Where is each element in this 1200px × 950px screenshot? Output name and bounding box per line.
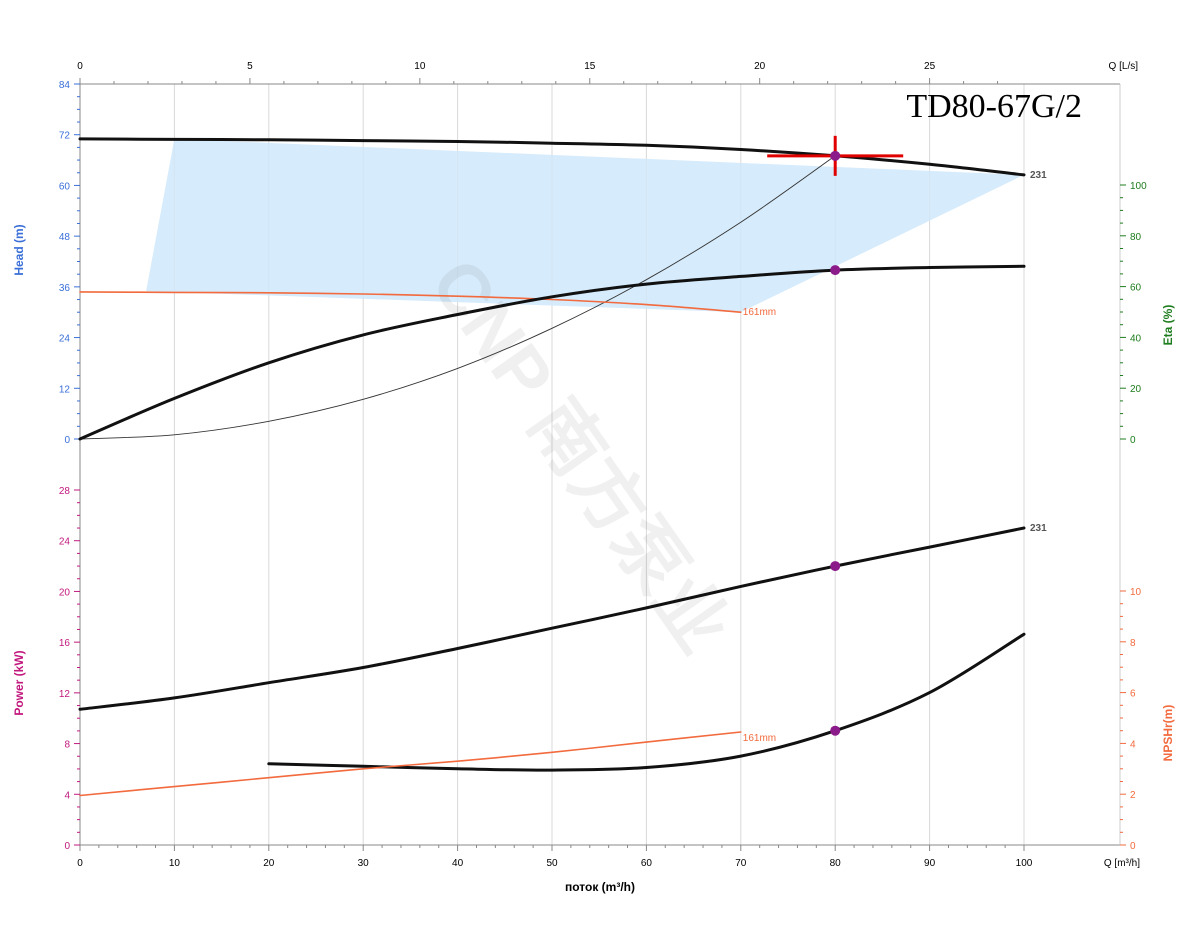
x-tick-label: 60 — [641, 858, 653, 869]
power-series-label: 231 — [1030, 523, 1047, 534]
x-tick-label: 100 — [1016, 858, 1033, 869]
power-tick-label: 0 — [64, 841, 70, 852]
duty-point-markers — [767, 135, 904, 736]
x-axis-title: поток (m³/h) — [565, 880, 635, 894]
top-tick-label: 20 — [754, 61, 766, 72]
eta-tick-label: 80 — [1130, 232, 1142, 243]
head-tick-label: 0 — [64, 435, 70, 446]
efficiency-curve — [78, 264, 1026, 441]
head-tick-label: 12 — [59, 384, 71, 395]
eta-tick-label: 0 — [1130, 435, 1136, 446]
npsh-series-label: 161mm — [743, 733, 776, 744]
operating-area — [146, 138, 1025, 313]
duty-point-head-marker — [830, 150, 841, 161]
eta-tick-label: 40 — [1130, 333, 1142, 344]
head-tick-label: 72 — [59, 131, 71, 142]
eta-tick-label: 100 — [1130, 181, 1147, 192]
top-unit-label: Q [L/s] — [1109, 61, 1139, 72]
x-unit-label: Q [m³/h] — [1104, 858, 1140, 869]
operating-area-polygon — [146, 138, 1025, 313]
npsh-tick-label: 0 — [1130, 841, 1136, 852]
labels: 0 10 20 30 40 50 60 70 80 90 100 Q [m³/h]поток (m³/… — [12, 61, 1175, 894]
npsh-tick-label: 6 — [1130, 689, 1136, 700]
eta-tick-label: 60 — [1130, 283, 1142, 294]
x-tick-label: 90 — [924, 858, 936, 869]
power-axis-title: Power (kW) — [12, 650, 26, 715]
power-tick-label: 4 — [64, 790, 70, 801]
system-curve-line — [79, 155, 836, 440]
series — [78, 137, 1026, 797]
x-tick-label: 0 — [77, 858, 83, 869]
npsh-tick-label: 4 — [1130, 739, 1136, 750]
head-tick-label: 36 — [59, 283, 71, 294]
power-tick-label: 24 — [59, 537, 71, 548]
top-tick-label: 5 — [247, 61, 253, 72]
eta-tick-label: 20 — [1130, 384, 1142, 395]
x-tick-label: 20 — [263, 858, 275, 869]
power-tick-label: 16 — [59, 638, 71, 649]
head-curve-161mm — [79, 291, 742, 313]
npsh-tick-label: 2 — [1130, 790, 1136, 801]
npsh-curve-161mm — [79, 731, 742, 797]
head-tick-label: 24 — [59, 334, 71, 345]
x-tick-label: 30 — [358, 858, 370, 869]
head-tick-label: 48 — [59, 232, 71, 243]
head-series-label: 161mm — [743, 307, 776, 318]
power-tick-label: 20 — [59, 587, 71, 598]
power-tick-label: 8 — [64, 740, 70, 751]
power-curve-231 — [78, 526, 1026, 711]
npsh-axis-title: NPSHr(m) — [1161, 705, 1175, 762]
x-tick-label: 10 — [169, 858, 181, 869]
head-curve-231 — [78, 137, 1026, 177]
x-tick-label: 70 — [735, 858, 747, 869]
duty-point-npsh-marker — [830, 725, 841, 736]
power-tick-label: 12 — [59, 689, 71, 700]
top-tick-label: 15 — [584, 61, 596, 72]
head-tick-label: 84 — [59, 80, 71, 91]
head-axis-title: Head (m) — [12, 224, 26, 275]
x-tick-label: 40 — [452, 858, 464, 869]
chart-title: TD80-67G/2 — [906, 88, 1082, 125]
duty-point-eta-marker — [830, 265, 841, 276]
head-series-label: 231 — [1030, 170, 1047, 181]
x-tick-label: 50 — [546, 858, 558, 869]
axes — [74, 78, 1126, 851]
duty-point-power-marker — [830, 561, 841, 572]
top-tick-label: 25 — [924, 61, 936, 72]
top-tick-label: 0 — [77, 61, 83, 72]
npsh-curve — [267, 632, 1026, 772]
head-tick-label: 60 — [59, 181, 71, 192]
npsh-tick-label: 8 — [1130, 638, 1136, 649]
power-tick-label: 28 — [59, 486, 71, 497]
x-tick-label: 80 — [830, 858, 842, 869]
top-tick-label: 10 — [414, 61, 426, 72]
eta-axis-title: Eta (%) — [1161, 305, 1175, 346]
npsh-tick-label: 10 — [1130, 587, 1142, 598]
